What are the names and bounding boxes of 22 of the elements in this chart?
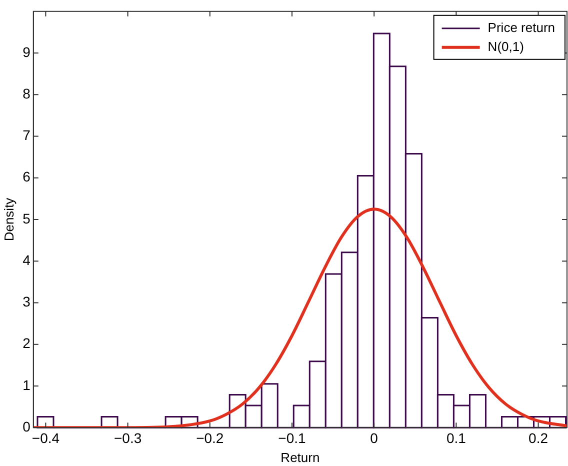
x-tick-label: −0.2	[196, 430, 224, 446]
y-tick-label: 9	[22, 44, 31, 60]
y-tick-label: 5	[22, 210, 31, 226]
legend-label: N(0,1)	[488, 38, 524, 54]
x-tick-label: −0.3	[114, 430, 142, 446]
y-tick-label: 0	[22, 418, 31, 434]
x-tick-label: 0.1	[446, 430, 466, 446]
legend-label: Price return	[488, 20, 556, 35]
x-tick-label: 0.2	[528, 430, 548, 446]
y-tick-label: 3	[22, 294, 31, 310]
x-tick-label: 0	[370, 430, 378, 446]
y-axis-title: Density	[1, 197, 16, 242]
line-series	[33, 208, 567, 428]
x-tick-label: −0.4	[32, 430, 60, 446]
x-tick-label: −0.1	[278, 430, 306, 446]
y-tick-label: 6	[22, 168, 31, 185]
y-tick-label: 8	[22, 86, 31, 102]
x-axis-title: Return	[280, 450, 320, 465]
y-tick-label: 1	[22, 376, 31, 393]
y-tick-label: 4	[22, 252, 31, 268]
y-tick-label: 7	[22, 127, 31, 144]
y-tick-label: 2	[22, 335, 31, 352]
